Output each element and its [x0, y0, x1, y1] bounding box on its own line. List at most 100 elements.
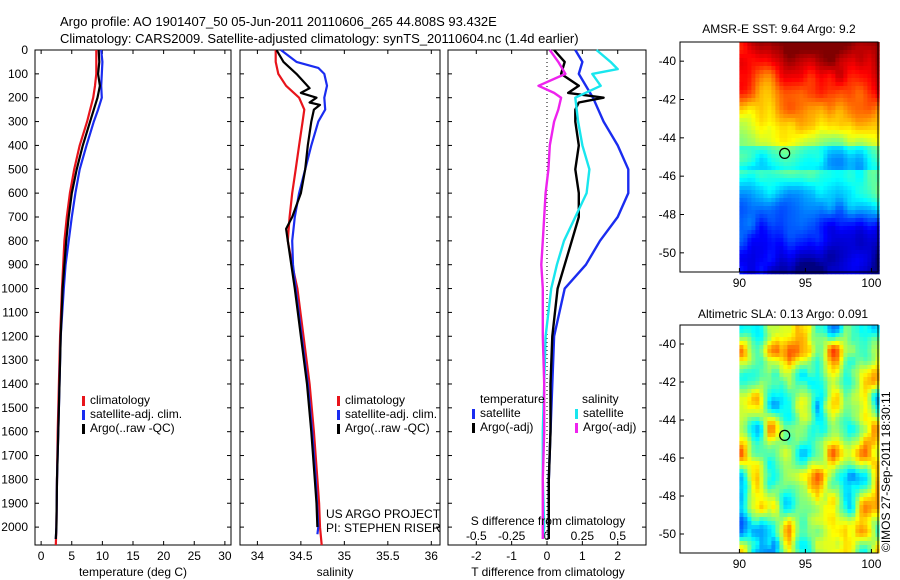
sst-map-cell	[783, 118, 788, 123]
sla-map-cell	[755, 541, 760, 546]
sst-map-cell	[799, 178, 804, 183]
sla-map-cell	[855, 441, 860, 446]
sla-map-cell	[859, 357, 864, 362]
sst-map-cell	[799, 86, 804, 91]
sla-map-ytick-label: -42	[659, 375, 677, 389]
sst-map-cell	[835, 242, 840, 247]
sla-map-cell	[791, 457, 796, 462]
sla-map-cell	[767, 381, 772, 386]
sla-map-cell	[863, 369, 868, 374]
sst-map-cell	[763, 62, 768, 67]
sla-map-cell	[803, 329, 808, 334]
sla-map-cell	[815, 357, 820, 362]
sla-map-cell	[799, 541, 804, 546]
sla-map-cell	[819, 365, 824, 370]
sst-map-cell	[739, 138, 744, 143]
sla-map-cell	[747, 545, 752, 550]
sst-map-cell	[859, 202, 864, 207]
sst-map-cell	[803, 78, 808, 83]
sla-map-cell	[767, 453, 772, 458]
sst-map-cell	[847, 210, 852, 215]
sst-map-cell	[807, 50, 812, 55]
sst-map-cell	[759, 174, 764, 179]
sst-map-cell	[743, 50, 748, 55]
sla-map-cell	[855, 421, 860, 426]
sla-map-cell	[767, 445, 772, 450]
sla-map-cell	[755, 333, 760, 338]
sla-map-cell	[815, 353, 820, 358]
sla-map-cell	[855, 373, 860, 378]
sst-map-cell	[763, 90, 768, 95]
sst-map-cell	[815, 234, 820, 239]
sla-map-cell	[839, 493, 844, 498]
sst-map-cell	[747, 258, 752, 263]
sst-map-cell	[739, 246, 744, 251]
sst-map-cell	[823, 82, 828, 87]
sst-map-cell	[779, 126, 784, 131]
sla-map-cell	[819, 449, 824, 454]
sst-map-cell	[751, 258, 756, 263]
sst-map-cell	[771, 66, 776, 71]
salinity-legend-swatch	[337, 424, 340, 434]
sla-map-cell	[787, 445, 792, 450]
sla-map-cell	[787, 381, 792, 386]
sst-map-cell	[787, 258, 792, 263]
sst-map-cell	[795, 250, 800, 255]
sla-map-cell	[811, 365, 816, 370]
sla-map-cell	[803, 493, 808, 498]
sst-map-cell	[843, 50, 848, 55]
sla-map-cell	[863, 485, 868, 490]
sla-map-cell	[759, 429, 764, 434]
sst-map-cell	[743, 214, 748, 219]
sst-map-cell	[779, 130, 784, 135]
sst-map-cell	[827, 46, 832, 51]
sst-map-cell	[783, 266, 788, 271]
sla-map-cell	[843, 421, 848, 426]
sla-map-cell	[775, 369, 780, 374]
sla-map-cell	[863, 473, 868, 478]
sst-map-cell	[867, 74, 872, 79]
sla-map-cell	[839, 545, 844, 550]
sla-map-cell	[767, 509, 772, 514]
sla-map-cell	[799, 529, 804, 534]
sst-map-cell	[843, 158, 848, 163]
sla-map-cell	[803, 501, 808, 506]
sla-map-cell	[783, 353, 788, 358]
sla-map-cell	[855, 449, 860, 454]
sst-map-cell	[755, 118, 760, 123]
sst-map-cell	[799, 174, 804, 179]
sla-map-cell	[851, 449, 856, 454]
sla-map-cell	[739, 369, 744, 374]
sst-map-cell	[827, 106, 832, 111]
sst-map-cell	[827, 114, 832, 119]
salinity-legend-label: Argo(..raw -QC)	[345, 421, 430, 435]
sla-map-cell	[823, 469, 828, 474]
sst-map-cell	[767, 118, 772, 123]
sst-map-cell	[851, 150, 856, 155]
sla-map-cell	[787, 533, 792, 538]
sst-map-cell	[871, 154, 876, 159]
sst-map-cell	[759, 166, 764, 171]
sst-map-cell	[755, 90, 760, 95]
sst-map-cell	[743, 174, 748, 179]
sla-map-cell	[823, 525, 828, 530]
sst-map-cell	[863, 146, 868, 151]
sst-map-cell	[815, 238, 820, 243]
sla-map-cell	[799, 417, 804, 422]
sla-map-cell	[763, 473, 768, 478]
sla-map-cell	[839, 401, 844, 406]
sla-map-cell	[755, 485, 760, 490]
sst-map-cell	[811, 82, 816, 87]
sla-map-cell	[759, 501, 764, 506]
sst-map-cell	[823, 214, 828, 219]
sla-map-cell	[855, 365, 860, 370]
sst-map-cell	[839, 74, 844, 79]
sla-map-cell	[835, 361, 840, 366]
sla-map-cell	[791, 497, 796, 502]
sst-map-cell	[831, 150, 836, 155]
sla-map-cell	[739, 457, 744, 462]
sla-map-cell	[787, 357, 792, 362]
sla-map-cell	[859, 433, 864, 438]
sla-map-cell	[759, 489, 764, 494]
sla-map-cell	[779, 325, 784, 330]
